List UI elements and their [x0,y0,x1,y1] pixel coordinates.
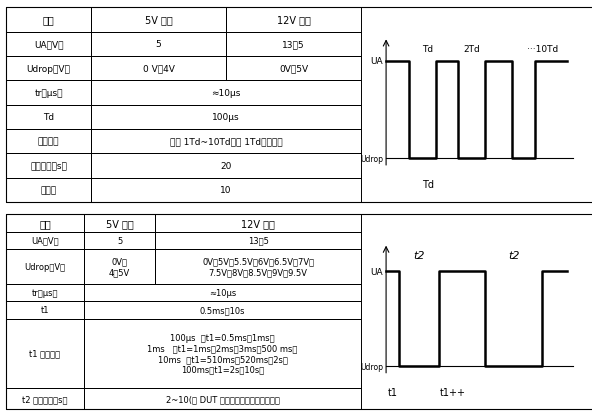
Bar [84,319,361,388]
Bar [84,249,155,284]
Text: Udrop: Udrop [360,362,383,371]
Bar [6,215,84,232]
Text: Udrop（V）: Udrop（V） [24,262,66,271]
Bar [155,249,361,284]
Bar [84,284,361,301]
Text: 5V 系统: 5V 系统 [145,15,172,25]
Text: tr（μs）: tr（μs） [34,89,63,97]
Text: tr（μs）: tr（μs） [32,288,58,297]
Bar [6,154,91,178]
Text: 5: 5 [117,236,122,245]
Text: ≈10μs: ≈10μs [211,89,241,97]
Text: 2~10(视 DUT 启动时间长短可延长或缩短: 2~10(视 DUT 启动时间长短可延长或缩短 [166,394,279,403]
Text: t1: t1 [41,306,49,315]
Text: 2Td: 2Td [464,45,480,54]
Text: Udrop（V）: Udrop（V） [27,64,70,74]
Bar [6,57,91,81]
Text: Td: Td [43,113,54,122]
Bar [91,57,226,81]
Bar [6,232,84,249]
Text: UA（V）: UA（V） [31,236,59,245]
Bar [6,284,84,301]
Text: ···10Td: ···10Td [527,45,558,54]
Text: 100μs: 100μs [213,113,240,122]
Text: Udrop: Udrop [360,154,383,163]
Text: UA（V）: UA（V） [34,40,63,49]
Bar [6,249,84,284]
Text: 0V、5V: 0V、5V [279,64,308,74]
Bar [6,105,91,130]
Text: 10: 10 [220,186,232,195]
Bar [91,8,226,33]
Text: t2: t2 [414,250,425,260]
Bar [6,130,91,154]
Text: t2: t2 [508,250,519,260]
Bar [91,33,226,57]
Text: UA: UA [371,267,383,276]
Text: 12V 系统: 12V 系统 [241,218,275,228]
Text: t1: t1 [388,387,398,397]
Bar [84,301,361,319]
Text: Td: Td [423,45,433,54]
Bar [6,388,84,409]
Bar [226,33,361,57]
Text: 0.5ms～10s: 0.5ms～10s [200,306,245,315]
Bar [155,232,361,249]
Text: 参数: 参数 [43,15,54,25]
Bar [6,178,91,202]
Bar [91,130,361,154]
Bar [84,215,155,232]
Text: 5: 5 [156,40,162,49]
Text: 脉冲序列: 脉冲序列 [38,137,59,146]
Bar [6,8,91,33]
Text: t1++: t1++ [440,387,466,397]
Text: 0V、5V、5.5V、6V、6.5V、7V、
7.5V、8V、8.5V、9V、9.5V: 0V、5V、5.5V、6V、6.5V、7V、 7.5V、8V、8.5V、9V、9… [202,257,314,276]
Text: t1 每次增加: t1 每次增加 [30,349,60,358]
Bar [91,178,361,202]
Bar [155,215,361,232]
Text: 参数: 参数 [39,218,51,228]
Bar [84,388,361,409]
Text: 脉冲数: 脉冲数 [40,186,57,195]
Bar [6,301,84,319]
Bar [226,8,361,33]
Bar [84,232,155,249]
Bar [226,57,361,81]
Text: 20: 20 [220,161,232,171]
Bar [91,154,361,178]
Bar [6,33,91,57]
Text: UA: UA [371,57,383,66]
Text: 0 V、4V: 0 V、4V [143,64,175,74]
Text: 13．5: 13．5 [282,40,305,49]
Bar [91,105,361,130]
Text: 12V 系统: 12V 系统 [276,15,311,25]
Bar [6,319,84,388]
Bar [6,81,91,105]
Text: 13．5: 13．5 [247,236,269,245]
Text: 5V 系统: 5V 系统 [106,218,133,228]
Text: ≈10μs: ≈10μs [209,288,236,297]
Text: 通电 1Td~10Td间隔 1Td电压跌落: 通电 1Td~10Td间隔 1Td电压跌落 [170,137,282,146]
Bar [91,81,361,105]
Text: 脉冲间隔（s）: 脉冲间隔（s） [30,161,67,171]
Text: t2 脉冲间隔（s）: t2 脉冲间隔（s） [22,394,67,403]
Text: 100μs  （t1=0.5ms～1ms）
1ms   （t1=1ms、2ms、3ms～500 ms）
10ms  （t1=510ms、520ms～2s）
10: 100μs （t1=0.5ms～1ms） 1ms （t1=1ms、2ms、3ms… [147,333,298,373]
Text: Td: Td [422,180,434,190]
Text: 0V、
4．5V: 0V、 4．5V [109,257,130,276]
